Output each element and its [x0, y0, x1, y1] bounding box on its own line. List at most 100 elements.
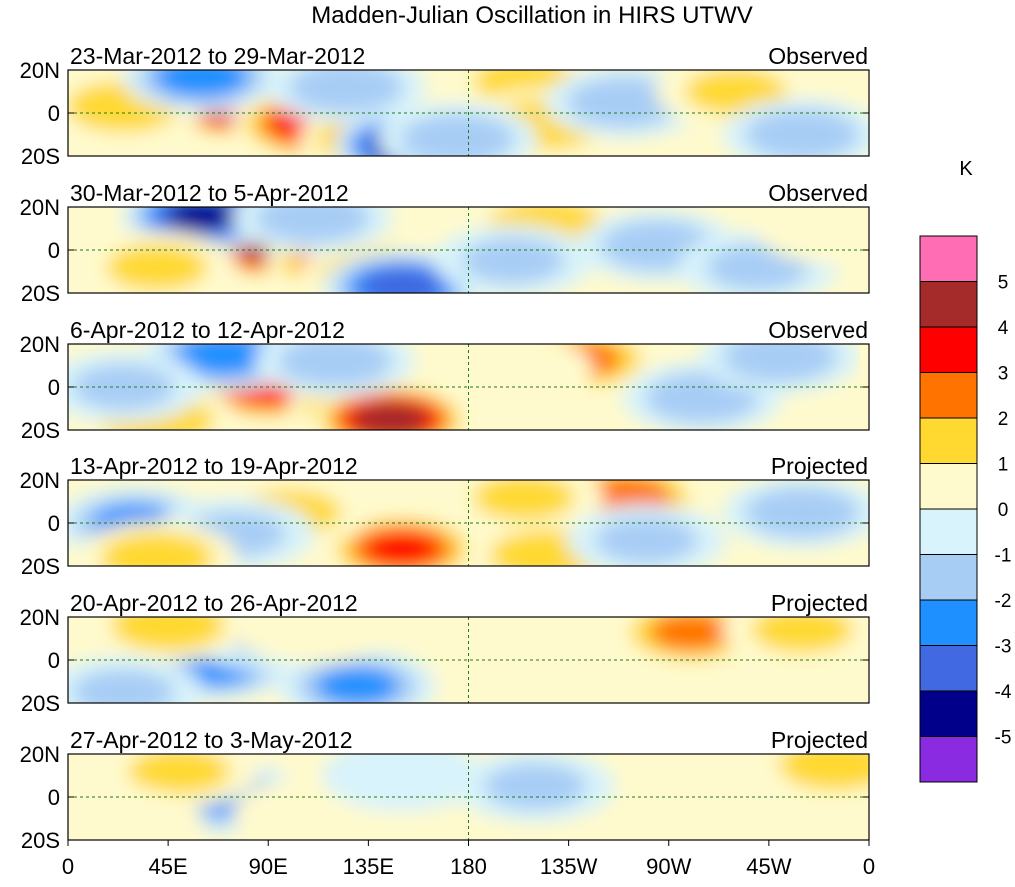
y-tick-label: 0 [48, 238, 60, 263]
x-tick-label: 135E [343, 854, 394, 879]
y-tick-label: 20S [21, 554, 60, 579]
x-tick-label: 45E [149, 854, 188, 879]
panel-period: 20-Apr-2012 to 26-Apr-2012 [70, 590, 358, 616]
y-tick-label: 0 [48, 648, 60, 673]
colorbar-label: 1 [998, 455, 1009, 476]
anomaly-contour [360, 267, 444, 293]
anomaly-contour [595, 517, 698, 564]
anomaly-contour [473, 480, 576, 521]
x-tick-label: 135W [540, 854, 598, 879]
colorbar-label: -4 [995, 682, 1012, 703]
panel-period: 27-Apr-2012 to 3-May-2012 [70, 727, 353, 753]
panel-period: 23-Mar-2012 to 29-Mar-2012 [70, 43, 365, 69]
panels: 20N 0 20S 23-Mar-2012 to 29-Mar-2012 Observe… [20, 43, 870, 853]
x-tick-label: 45W [746, 854, 791, 879]
anomaly-contour [462, 237, 564, 284]
anomaly-contour [176, 344, 271, 376]
x-tick-label: 180 [450, 854, 487, 879]
colorbar-swatch [919, 554, 978, 601]
anomaly-contour [315, 667, 399, 703]
colorbar-swatch [919, 599, 978, 646]
colorbar-swatch [919, 235, 978, 282]
anomaly-contour [484, 763, 587, 810]
anomaly-contour [567, 76, 682, 128]
anomaly-field [77, 207, 869, 293]
y-tick-label: 20S [21, 144, 60, 169]
colorbar-swatch [919, 281, 978, 328]
anomaly-contour [751, 617, 854, 653]
anomaly-contour [649, 617, 733, 651]
anomaly-contour [433, 641, 593, 703]
colorbar-swatch [919, 690, 978, 737]
y-tick-label: 20N [20, 742, 60, 767]
colorbar-swatch [919, 463, 978, 510]
y-tick-label: 0 [48, 785, 60, 810]
anomaly-field [68, 344, 860, 430]
colorbar-swatch [919, 645, 978, 692]
map-panel: 20N 0 20S 27-Apr-2012 to 3-May-2012 Projecte… [20, 727, 870, 853]
panel-status: Projected [771, 727, 868, 753]
anomaly-contour [745, 108, 860, 156]
y-tick-label: 20N [20, 605, 60, 630]
map-panel: 20N 0 20S 30-Mar-2012 to 5-Apr-2012 Observed [20, 180, 870, 306]
y-tick-label: 20S [21, 281, 60, 306]
colorbar-swatch [919, 326, 978, 373]
anomaly-contour [72, 669, 175, 703]
colorbar-label: 4 [998, 318, 1009, 339]
anomaly-contour [128, 754, 231, 795]
y-tick-label: 20S [21, 418, 60, 443]
y-tick-label: 0 [48, 511, 60, 536]
anomaly-contour [154, 70, 249, 98]
anomaly-contour [745, 486, 860, 538]
panel-period: 6-Apr-2012 to 12-Apr-2012 [70, 317, 345, 343]
colorbar-swatch [919, 417, 978, 464]
map-panel: 20N 0 20S 23-Mar-2012 to 29-Mar-2012 Observe… [20, 43, 870, 169]
x-tick-label: 90E [249, 854, 288, 879]
anomaly-contour [433, 344, 593, 406]
anomaly-contour [723, 344, 837, 383]
y-tick-label: 0 [48, 101, 60, 126]
map-panel: 20N 0 20S 6-Apr-2012 to 12-Apr-2012 Observed [20, 317, 870, 443]
map-panel: 20N 0 20S 20-Apr-2012 to 26-Apr-2012 Project… [20, 590, 870, 716]
y-tick-label: 20N [20, 195, 60, 220]
x-tick-label: 0 [863, 854, 875, 879]
colorbar-label: -2 [995, 591, 1012, 612]
anomaly-contour [400, 113, 515, 156]
map-panel: 20N 0 20S 13-Apr-2012 to 19-Apr-2012 Project… [20, 453, 870, 579]
chart-title: Madden-Julian Oscillation in HIRS UTWV [311, 2, 752, 29]
colorbar-unit: K [959, 158, 973, 180]
panel-status: Observed [768, 43, 868, 69]
panel-status: Observed [768, 180, 868, 206]
panel-status: Observed [768, 317, 868, 343]
panel-status: Projected [771, 590, 868, 616]
colorbar-label: -5 [995, 728, 1012, 749]
y-tick-label: 20S [21, 828, 60, 853]
anomaly-contour [111, 617, 225, 652]
panel-period: 13-Apr-2012 to 19-Apr-2012 [70, 453, 358, 479]
anomaly-contour [352, 402, 429, 430]
colorbar-label: 3 [998, 364, 1009, 385]
colorbar-label: 5 [998, 273, 1009, 294]
colorbar-swatch [919, 372, 978, 419]
y-tick-label: 0 [48, 375, 60, 400]
colorbar-label: -3 [995, 637, 1012, 658]
colorbar: K 5 4 3 2 1 0 -1 -2 -3 -4 -5 [919, 158, 1012, 783]
panel-status: Projected [771, 453, 868, 479]
anomaly-field [68, 617, 869, 703]
colorbar-swatch [919, 736, 978, 783]
x-tick-label: 0 [62, 854, 74, 879]
anomaly-contour [232, 617, 393, 664]
anomaly-contour [100, 531, 214, 566]
y-tick-label: 20S [21, 691, 60, 716]
anomaly-contour [167, 207, 236, 231]
colorbar-label: -1 [995, 546, 1012, 567]
anomaly-contour [255, 207, 370, 244]
x-axis: 0 45E 90E 135E 180 135W 90W 45W 0 [62, 840, 875, 879]
colorbar-label: 0 [998, 500, 1009, 521]
anomaly-field [68, 754, 869, 840]
anomaly-contour [684, 70, 787, 115]
x-tick-label: 90W [646, 854, 691, 879]
y-tick-label: 20N [20, 58, 60, 83]
anomaly-contour [289, 70, 403, 113]
anomaly-contour [778, 754, 869, 791]
